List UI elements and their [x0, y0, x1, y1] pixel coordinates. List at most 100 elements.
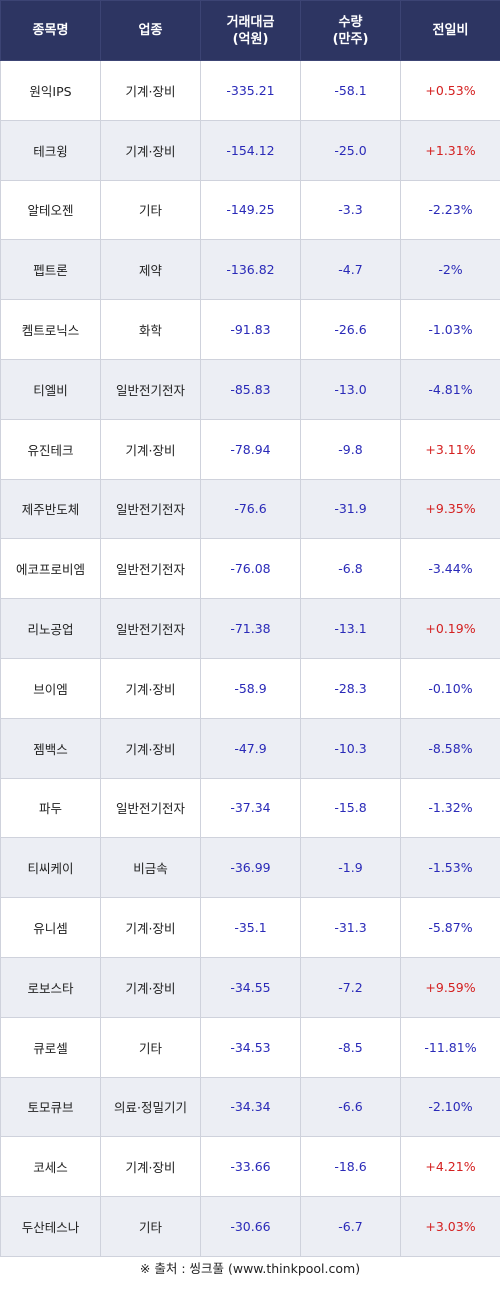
trade-volume: -7.2	[300, 956, 401, 1018]
change-rate: -2.23%	[400, 179, 500, 241]
table-row: 두산테스나 기타 -30.66 -6.7 +3.03%	[0, 1196, 500, 1257]
sector: 기계·장비	[100, 717, 201, 779]
trade-amount: -35.1	[200, 897, 301, 958]
table-row: 큐로셀 기타 -34.53 -8.5 -11.81%	[0, 1016, 500, 1078]
table-row: 알테오젠 기타 -149.25 -3.3 -2.23%	[0, 179, 500, 241]
trade-amount: -58.9	[200, 657, 301, 719]
table-row: 파두 일반전기전자 -37.34 -15.8 -1.32%	[0, 777, 500, 839]
trade-amount: -136.82	[200, 239, 301, 301]
change-rate: -3.44%	[400, 538, 500, 600]
table-row: 티엘비 일반전기전자 -85.83 -13.0 -4.81%	[0, 358, 500, 420]
table-row: 젬백스 기계·장비 -47.9 -10.3 -8.58%	[0, 717, 500, 779]
table-row: 제주반도체 일반전기전자 -76.6 -31.9 +9.35%	[0, 478, 500, 540]
change-rate: -5.87%	[400, 897, 500, 958]
trade-amount: -91.83	[200, 299, 301, 360]
header-amount: 거래대금 (억원)	[200, 0, 301, 61]
trade-volume: -6.6	[300, 1076, 401, 1138]
trade-volume: -4.7	[300, 239, 401, 301]
sector: 기계·장비	[100, 657, 201, 719]
table-row: 토모큐브 의료·정밀기기 -34.34 -6.6 -2.10%	[0, 1076, 500, 1138]
trade-amount: -149.25	[200, 179, 301, 241]
sector: 일반전기전자	[100, 478, 201, 540]
header-name: 종목명	[0, 0, 101, 61]
table-row: 테크윙 기계·장비 -154.12 -25.0 +1.31%	[0, 119, 500, 181]
source-note: ※ 출처 : 씽크풀 (www.thinkpool.com)	[139, 1261, 361, 1276]
stock-name: 브이엠	[0, 657, 101, 719]
trade-amount: -76.6	[200, 478, 301, 540]
change-rate: +1.31%	[400, 119, 500, 181]
change-rate: -1.03%	[400, 299, 500, 360]
trade-amount: -37.34	[200, 777, 301, 839]
stock-name: 제주반도체	[0, 478, 101, 540]
table-row: 유니셈 기계·장비 -35.1 -31.3 -5.87%	[0, 897, 500, 958]
trade-amount: -78.94	[200, 418, 301, 480]
stock-name: 코세스	[0, 1136, 101, 1198]
trade-volume: -13.1	[300, 598, 401, 659]
stock-name: 알테오젠	[0, 179, 101, 241]
table-body: 원익IPS 기계·장비 -335.21 -58.1 +0.53% 테크윙 기계·장비 -154…	[0, 60, 500, 1257]
stock-name: 로보스타	[0, 956, 101, 1018]
stock-name: 유진테크	[0, 418, 101, 480]
trade-volume: -18.6	[300, 1136, 401, 1198]
trade-amount: -34.55	[200, 956, 301, 1018]
sector: 기타	[100, 1196, 201, 1257]
change-rate: +3.11%	[400, 418, 500, 480]
trade-volume: -1.9	[300, 837, 401, 899]
table-row: 로보스타 기계·장비 -34.55 -7.2 +9.59%	[0, 956, 500, 1018]
header-amount-line2: (억원)	[232, 31, 269, 47]
stock-name: 유니셈	[0, 897, 101, 958]
stock-name: 리노공업	[0, 598, 101, 659]
change-rate: -0.10%	[400, 657, 500, 719]
sector: 제약	[100, 239, 201, 301]
trade-volume: -8.5	[300, 1016, 401, 1078]
trade-volume: -15.8	[300, 777, 401, 839]
table-row: 코세스 기계·장비 -33.66 -18.6 +4.21%	[0, 1136, 500, 1198]
change-rate: -1.32%	[400, 777, 500, 839]
sector: 기계·장비	[100, 897, 201, 958]
trade-volume: -31.3	[300, 897, 401, 958]
trade-volume: -31.9	[300, 478, 401, 540]
sector: 의료·정밀기기	[100, 1076, 201, 1138]
header-volume-line1: 수량	[338, 14, 363, 30]
trade-volume: -58.1	[300, 60, 401, 121]
stock-name: 파두	[0, 777, 101, 839]
trade-volume: -6.7	[300, 1196, 401, 1257]
stock-name: 에코프로비엠	[0, 538, 101, 600]
stock-table: 종목명 업종 거래대금 (억원) 수량 (만주) 전일비 원익IPS 기계·장비 -…	[0, 0, 500, 1257]
table-row: 켐트로닉스 화학 -91.83 -26.6 -1.03%	[0, 299, 500, 360]
change-rate: -4.81%	[400, 358, 500, 420]
trade-volume: -10.3	[300, 717, 401, 779]
change-rate: +4.21%	[400, 1136, 500, 1198]
trade-amount: -85.83	[200, 358, 301, 420]
table-header: 종목명 업종 거래대금 (억원) 수량 (만주) 전일비	[0, 0, 500, 61]
trade-amount: -154.12	[200, 119, 301, 181]
stock-name: 켐트로닉스	[0, 299, 101, 360]
table-row: 티씨케이 비금속 -36.99 -1.9 -1.53%	[0, 837, 500, 899]
sector: 기계·장비	[100, 60, 201, 121]
stock-name: 티엘비	[0, 358, 101, 420]
trade-amount: -34.53	[200, 1016, 301, 1078]
stock-name: 두산테스나	[0, 1196, 101, 1257]
stock-name: 원익IPS	[0, 60, 101, 121]
stock-name: 테크윙	[0, 119, 101, 181]
trade-volume: -28.3	[300, 657, 401, 719]
stock-name: 티씨케이	[0, 837, 101, 899]
header-amount-line1: 거래대금	[226, 14, 275, 30]
stock-name: 토모큐브	[0, 1076, 101, 1138]
sector: 비금속	[100, 837, 201, 899]
change-rate: -2.10%	[400, 1076, 500, 1138]
sector: 일반전기전자	[100, 358, 201, 420]
trade-volume: -3.3	[300, 179, 401, 241]
trade-amount: -71.38	[200, 598, 301, 659]
sector: 기타	[100, 179, 201, 241]
sector: 일반전기전자	[100, 777, 201, 839]
stock-name: 펩트론	[0, 239, 101, 301]
sector: 기계·장비	[100, 956, 201, 1018]
header-row: 종목명 업종 거래대금 (억원) 수량 (만주) 전일비	[0, 0, 500, 61]
header-volume: 수량 (만주)	[300, 0, 401, 61]
change-rate: +3.03%	[400, 1196, 500, 1257]
trade-volume: -13.0	[300, 358, 401, 420]
trade-amount: -47.9	[200, 717, 301, 779]
trade-amount: -34.34	[200, 1076, 301, 1138]
trade-volume: -25.0	[300, 119, 401, 181]
